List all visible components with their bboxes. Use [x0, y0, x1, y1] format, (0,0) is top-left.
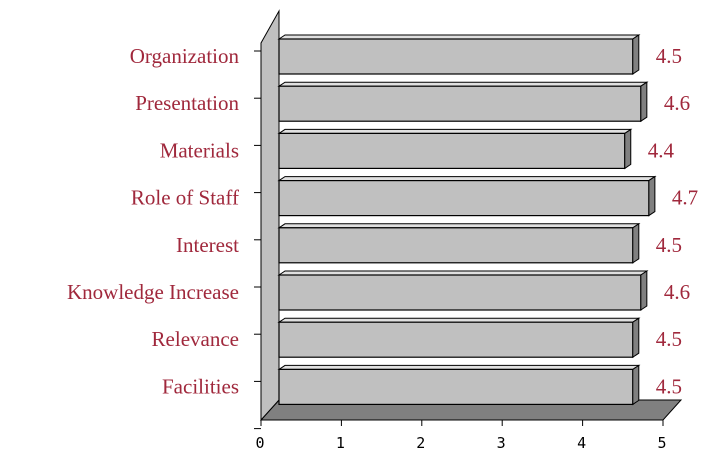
- x-tick-label: 1: [336, 434, 345, 452]
- bar-top-face: [277, 223, 641, 229]
- bar: [277, 222, 641, 264]
- category-label: Materials: [160, 138, 239, 162]
- bar-top-face: [277, 128, 633, 134]
- bar: [277, 364, 641, 406]
- value-label: 4.5: [656, 44, 682, 68]
- value-label: 4.4: [648, 138, 675, 162]
- bar: [277, 128, 633, 170]
- category-label: Presentation: [135, 91, 239, 115]
- bar-top-face: [277, 176, 657, 182]
- category-label: Facilities: [162, 374, 239, 398]
- category-label: Relevance: [152, 327, 239, 351]
- bar-front-face: [278, 368, 634, 405]
- x-tick-label: 2: [416, 434, 425, 452]
- category-label: Organization: [130, 44, 240, 68]
- bar-side-face: [632, 34, 640, 75]
- left-wall: [260, 9, 280, 422]
- value-label: 4.5: [656, 327, 682, 351]
- bar-front-face: [278, 227, 634, 264]
- bar-front-face: [278, 132, 626, 169]
- bar: [277, 34, 641, 75]
- value-label: 4.7: [672, 186, 698, 210]
- x-tick-label: 5: [657, 434, 666, 452]
- bar-front-face: [278, 38, 634, 75]
- bar-side-face: [648, 175, 656, 217]
- bar-top-face: [277, 270, 649, 276]
- bar-top-face: [277, 364, 641, 370]
- value-label: 4.6: [664, 280, 690, 304]
- bar-side-face: [632, 222, 640, 264]
- value-label: 4.5: [656, 374, 682, 398]
- bar-side-face: [624, 128, 632, 170]
- category-label: Knowledge Increase: [67, 280, 239, 304]
- bar-front-face: [278, 321, 634, 358]
- bar-side-face: [632, 317, 640, 359]
- bar-side-face: [632, 364, 640, 406]
- bar-top-face: [277, 317, 641, 323]
- x-axis: 0 1 2 3 4 5: [254, 50, 667, 452]
- x-tick-label: 4: [577, 434, 586, 452]
- x-tick-label: 3: [497, 434, 506, 452]
- category-labels: Organization Presentation Materials Role of…: [67, 44, 239, 398]
- category-label: Role of Staff: [131, 186, 239, 210]
- bar: [277, 81, 649, 123]
- bar: [277, 270, 649, 311]
- bar-front-face: [278, 274, 642, 311]
- bars-group: [277, 34, 657, 406]
- value-label: 4.6: [664, 91, 690, 115]
- chart-back-wall: [260, 9, 280, 422]
- bar-front-face: [278, 85, 642, 122]
- bar: [277, 175, 657, 217]
- bar-side-face: [640, 81, 648, 123]
- value-label: 4.5: [656, 233, 682, 257]
- bar: [277, 317, 641, 359]
- bar-side-face: [640, 270, 648, 311]
- category-label: Interest: [176, 233, 239, 257]
- bar-front-face: [278, 180, 650, 217]
- value-labels: 4.5 4.6 4.4 4.7 4.5 4.6 4.5 4.5: [648, 44, 698, 398]
- x-tick-label: 0: [255, 434, 264, 452]
